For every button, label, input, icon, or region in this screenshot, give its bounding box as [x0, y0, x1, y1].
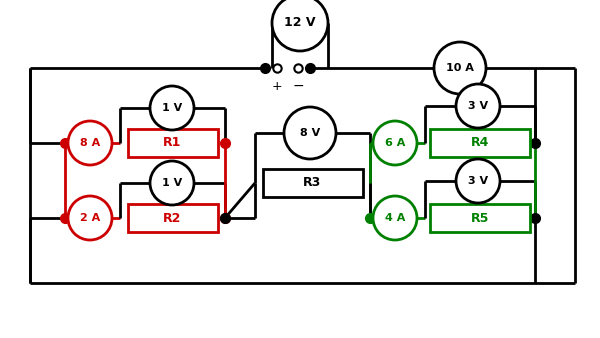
- Text: 3 V: 3 V: [468, 176, 488, 186]
- Circle shape: [373, 196, 417, 240]
- Text: 1 V: 1 V: [162, 103, 182, 113]
- FancyBboxPatch shape: [263, 169, 362, 197]
- Text: 2 A: 2 A: [80, 213, 100, 223]
- FancyBboxPatch shape: [430, 129, 530, 157]
- Text: −: −: [292, 79, 304, 93]
- Text: R5: R5: [471, 212, 489, 224]
- Circle shape: [284, 107, 336, 159]
- Circle shape: [68, 121, 112, 165]
- Text: 4 A: 4 A: [385, 213, 405, 223]
- Text: 8 V: 8 V: [300, 128, 320, 138]
- FancyBboxPatch shape: [430, 204, 530, 232]
- FancyBboxPatch shape: [128, 204, 218, 232]
- Text: R2: R2: [163, 212, 182, 224]
- Circle shape: [68, 196, 112, 240]
- Circle shape: [456, 84, 500, 128]
- Text: R1: R1: [163, 137, 182, 149]
- Text: R4: R4: [471, 137, 489, 149]
- Text: 10 A: 10 A: [446, 63, 474, 73]
- Circle shape: [456, 159, 500, 203]
- Text: 12 V: 12 V: [284, 17, 316, 29]
- Text: +: +: [272, 79, 283, 93]
- Circle shape: [373, 121, 417, 165]
- Text: R3: R3: [304, 176, 322, 190]
- Text: 3 V: 3 V: [468, 101, 488, 111]
- Text: 8 A: 8 A: [80, 138, 100, 148]
- Circle shape: [434, 42, 486, 94]
- Circle shape: [272, 0, 328, 51]
- FancyBboxPatch shape: [128, 129, 218, 157]
- Circle shape: [150, 86, 194, 130]
- Text: 6 A: 6 A: [385, 138, 405, 148]
- Text: 1 V: 1 V: [162, 178, 182, 188]
- Circle shape: [150, 161, 194, 205]
